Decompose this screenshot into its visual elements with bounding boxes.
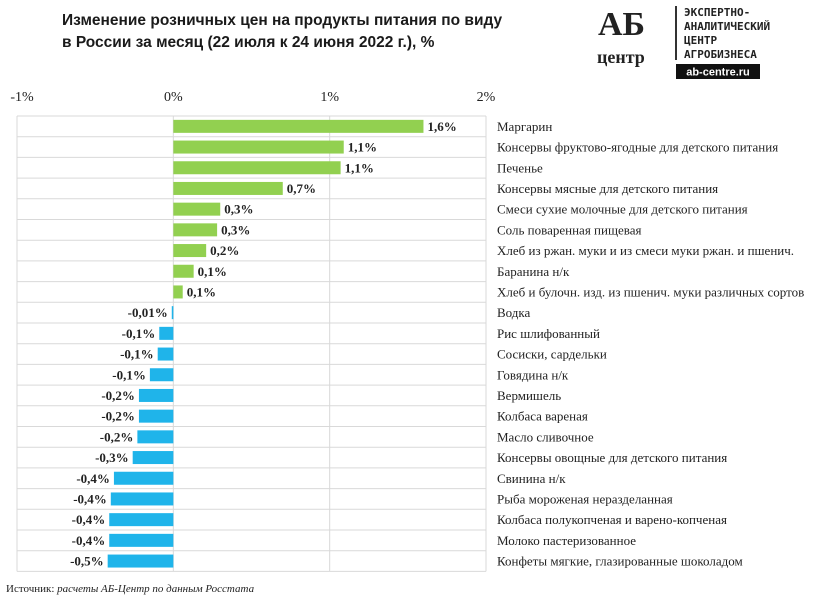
data-label: -0,4% <box>73 491 107 506</box>
title-line-2: в России за месяц (22 июля к 24 июня 202… <box>62 34 435 51</box>
bar <box>159 326 174 340</box>
category-label: Свинина н/к <box>497 471 566 486</box>
logo-url: ab-centre.ru <box>686 67 750 79</box>
title-line-1: Изменение розничных цен на продукты пита… <box>62 12 503 29</box>
x-tick-label: 0% <box>164 90 183 105</box>
category-label: Консервы мясные для детского питания <box>497 181 718 196</box>
bar <box>173 244 207 258</box>
data-label: 1,1% <box>345 160 374 175</box>
data-label: -0,1% <box>112 367 146 382</box>
bar <box>109 533 174 547</box>
source-text: расчеты АБ-Центр по данным Росстата <box>57 583 255 595</box>
data-label: 0,1% <box>198 264 227 279</box>
bar <box>173 285 183 299</box>
bar <box>157 347 174 361</box>
data-label: -0,4% <box>76 471 110 486</box>
category-label: Печенье <box>497 160 543 175</box>
logo-small: центр <box>597 47 645 67</box>
category-label: Сосиски, сардельки <box>497 347 607 362</box>
chart-title: Изменение розничных цен на продукты пита… <box>62 10 502 54</box>
source-note: Источник: расчеты АБ-Центр по данным Рос… <box>6 583 254 595</box>
data-label: -0,1% <box>122 326 156 341</box>
category-label: Масло сливочное <box>497 429 594 444</box>
bar <box>138 388 174 402</box>
data-label: -0,5% <box>70 554 104 569</box>
logo-divider <box>675 6 677 60</box>
bar <box>173 140 344 154</box>
data-label: -0,4% <box>72 512 106 527</box>
bar <box>171 306 174 320</box>
category-label: Консервы фруктово-ягодные для детского п… <box>497 140 778 155</box>
bar <box>173 223 218 237</box>
data-label: 0,2% <box>210 243 239 258</box>
bar <box>149 368 174 382</box>
logo-line-1: ЭКСПЕРТНО- <box>684 6 750 19</box>
category-label: Маргарин <box>497 119 552 134</box>
category-label: Вермишель <box>497 388 561 403</box>
source-label: Источник: <box>6 583 55 595</box>
data-label: -0,2% <box>100 429 134 444</box>
bar <box>113 471 174 485</box>
category-label: Говядина н/к <box>497 367 569 382</box>
bar <box>173 264 194 278</box>
category-label: Хлеб из ржан. муки и из смеси муки ржан.… <box>497 243 794 258</box>
logo-big: АБ <box>598 6 645 43</box>
logo-line-2: АНАЛИТИЧЕСКИЙ <box>684 20 770 33</box>
bar <box>173 202 221 216</box>
data-label: -0,1% <box>120 347 154 362</box>
category-label: Хлеб и булочн. изд. из пшенич. муки разл… <box>497 284 804 299</box>
logo-line-3: ЦЕНТР <box>684 34 717 47</box>
logo-url-background <box>676 64 760 79</box>
data-label: -0,4% <box>72 533 106 548</box>
data-label: -0,01% <box>128 305 168 320</box>
bar <box>132 451 174 465</box>
category-label: Колбаса вареная <box>497 409 588 424</box>
data-label: -0,2% <box>101 388 135 403</box>
category-label: Консервы овощные для детского питания <box>497 450 727 465</box>
data-label: -0,2% <box>101 409 135 424</box>
data-label: -0,3% <box>95 450 129 465</box>
category-label: Соль поваренная пищевая <box>497 222 641 237</box>
category-label: Колбаса полукопченая и варено-копченая <box>497 512 727 527</box>
category-label: Баранина н/к <box>497 264 570 279</box>
logo-line-4: АГРОБИЗНЕСА <box>684 48 757 61</box>
category-label: Молоко пастеризованное <box>497 533 636 548</box>
x-tick-label: 2% <box>477 90 496 105</box>
category-label: Водка <box>497 305 531 320</box>
data-label: 0,3% <box>224 202 253 217</box>
bar <box>110 492 174 506</box>
x-tick-label: 1% <box>320 90 339 105</box>
bar <box>173 181 283 195</box>
data-label: 0,7% <box>287 181 316 196</box>
category-label: Смеси сухие молочные для детского питани… <box>497 202 748 217</box>
category-label: Рыба мороженая неразделанная <box>497 491 673 506</box>
bar <box>109 513 174 527</box>
data-label: 0,3% <box>221 222 250 237</box>
data-label: 1,6% <box>427 119 456 134</box>
data-label: 1,1% <box>348 140 377 155</box>
ab-centre-logo: АБ центр ЭКСПЕРТНО- АНАЛИТИЧЕСКИЙ ЦЕНТР … <box>597 6 770 79</box>
bar <box>137 430 174 444</box>
x-tick-label: -1% <box>10 90 34 105</box>
data-label: 0,1% <box>187 284 216 299</box>
bar <box>173 161 341 175</box>
category-label: Рис шлифованный <box>497 326 600 341</box>
bar <box>138 409 174 423</box>
category-label: Конфеты мягкие, глазированные шоколадом <box>497 554 743 569</box>
bar <box>107 554 174 568</box>
bar <box>173 119 424 133</box>
